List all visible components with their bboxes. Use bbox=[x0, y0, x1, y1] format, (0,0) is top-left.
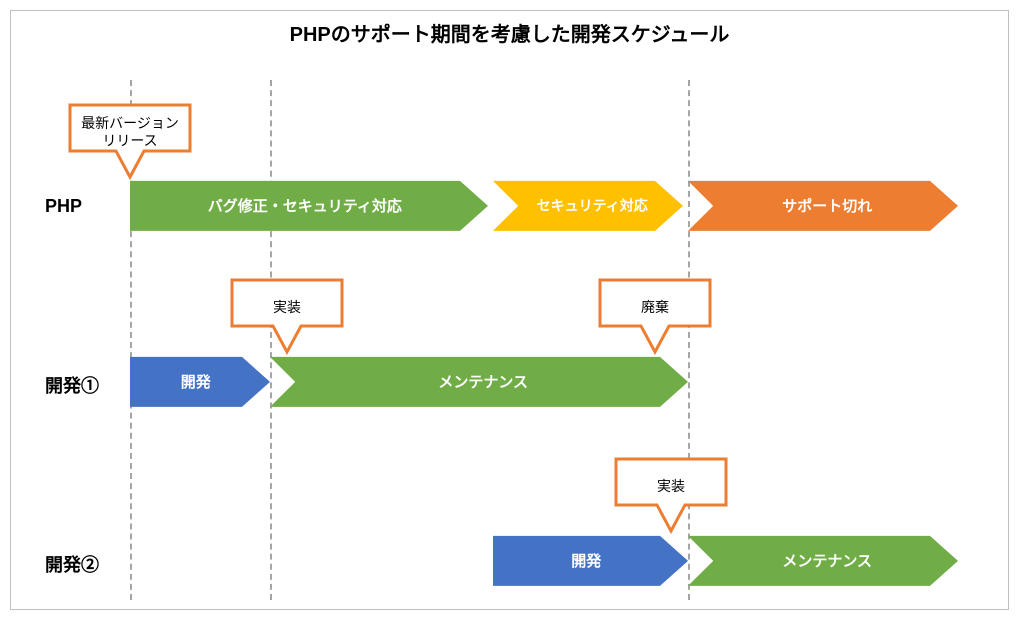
phase-arrow-5: 開発 bbox=[493, 536, 688, 586]
phase-label-5: 開発 bbox=[571, 552, 602, 570]
phase-label-2: サポート切れ bbox=[782, 197, 872, 215]
phase-arrow-4: メンテナンス bbox=[270, 357, 688, 407]
callout-label-1-0: 実装 bbox=[273, 299, 301, 315]
callout-2: 廃棄 bbox=[600, 280, 710, 352]
callout-1: 実装 bbox=[232, 280, 342, 352]
phase-arrow-6: メンテナンス bbox=[688, 536, 958, 586]
phase-arrow-2: サポート切れ bbox=[688, 181, 958, 231]
phase-label-1: セキュリティ対応 bbox=[537, 198, 648, 214]
phase-label-0: バグ修正・セキュリティ対応 bbox=[208, 197, 402, 215]
timeline-svg: バグ修正・セキュリティ対応セキュリティ対応サポート切れ開発メンテナンス開発メンテ… bbox=[0, 0, 1019, 620]
phase-label-6: メンテナンス bbox=[782, 553, 872, 570]
callout-0: 最新バージョンリリース bbox=[70, 105, 190, 177]
callout-label-0-0: 最新バージョン bbox=[81, 115, 179, 131]
callout-label-3-0: 実装 bbox=[657, 478, 685, 494]
phase-arrow-1: セキュリティ対応 bbox=[493, 181, 683, 231]
phase-arrow-3: 開発 bbox=[130, 357, 270, 407]
phase-arrow-0: バグ修正・セキュリティ対応 bbox=[130, 181, 488, 231]
callout-label-2-0: 廃棄 bbox=[641, 299, 669, 315]
phase-label-3: 開発 bbox=[181, 373, 212, 391]
phase-label-4: メンテナンス bbox=[438, 374, 528, 391]
callout-3: 実装 bbox=[616, 459, 726, 531]
diagram-frame: PHPのサポート期間を考慮した開発スケジュール PHP 開発① 開発② バグ修正… bbox=[0, 0, 1019, 620]
callout-label-0-1: リリース bbox=[102, 133, 157, 149]
